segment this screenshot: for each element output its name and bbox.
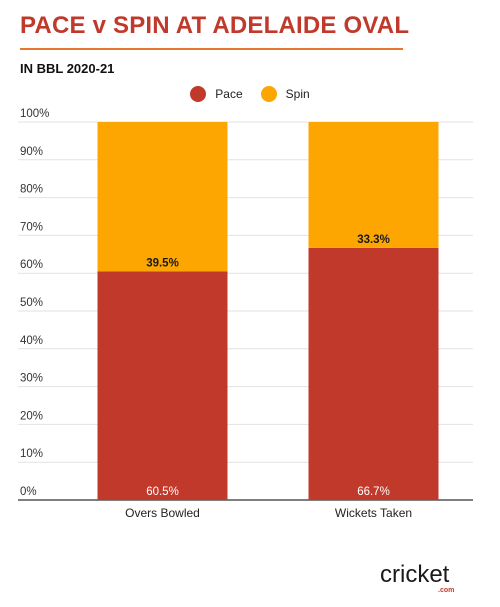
- data-label-spin: 39.5%: [146, 257, 179, 269]
- y-tick-label: 0%: [20, 486, 37, 498]
- data-label-pace: 60.5%: [146, 486, 179, 498]
- legend-swatch-spin: [260, 86, 277, 102]
- data-label-spin: 33.3%: [357, 234, 390, 246]
- y-tick-label: 30%: [20, 373, 43, 385]
- x-category-label: Overs Bowled: [125, 506, 200, 520]
- y-tick-label: 80%: [20, 184, 43, 196]
- bar-spin: [308, 122, 439, 248]
- y-tick-label: 50%: [20, 297, 43, 309]
- cricket-com-logo: cricket .com: [380, 561, 454, 594]
- y-tick-label: 20%: [20, 410, 43, 422]
- chart-subtitle: IN BBL 2020-21: [20, 61, 115, 76]
- data-label-pace: 66.7%: [357, 486, 390, 498]
- y-tick-label: 100%: [20, 108, 49, 120]
- chart-legend: Pace Spin: [0, 86, 500, 102]
- legend-item-pace: Pace: [190, 86, 243, 102]
- bar-pace: [308, 247, 439, 500]
- chart-title: PACE v SPIN AT ADELAIDE OVAL: [20, 12, 410, 39]
- y-tick-label: 40%: [20, 335, 43, 347]
- y-tick-label: 70%: [20, 221, 43, 233]
- y-tick-label: 60%: [20, 259, 43, 271]
- bar-spin: [97, 122, 228, 272]
- bar-pace: [97, 271, 228, 500]
- logo-wordmark: cricket: [380, 561, 450, 588]
- legend-swatch-pace: [190, 86, 207, 102]
- logo-suffix: .com: [438, 587, 454, 594]
- title-underline: [20, 48, 403, 50]
- legend-label-spin: Spin: [285, 87, 310, 101]
- legend-label-pace: Pace: [215, 87, 243, 101]
- y-tick-label: 90%: [20, 146, 43, 158]
- x-category-label: Wickets Taken: [335, 506, 412, 520]
- y-tick-label: 10%: [20, 448, 43, 460]
- legend-item-spin: Spin: [260, 86, 310, 102]
